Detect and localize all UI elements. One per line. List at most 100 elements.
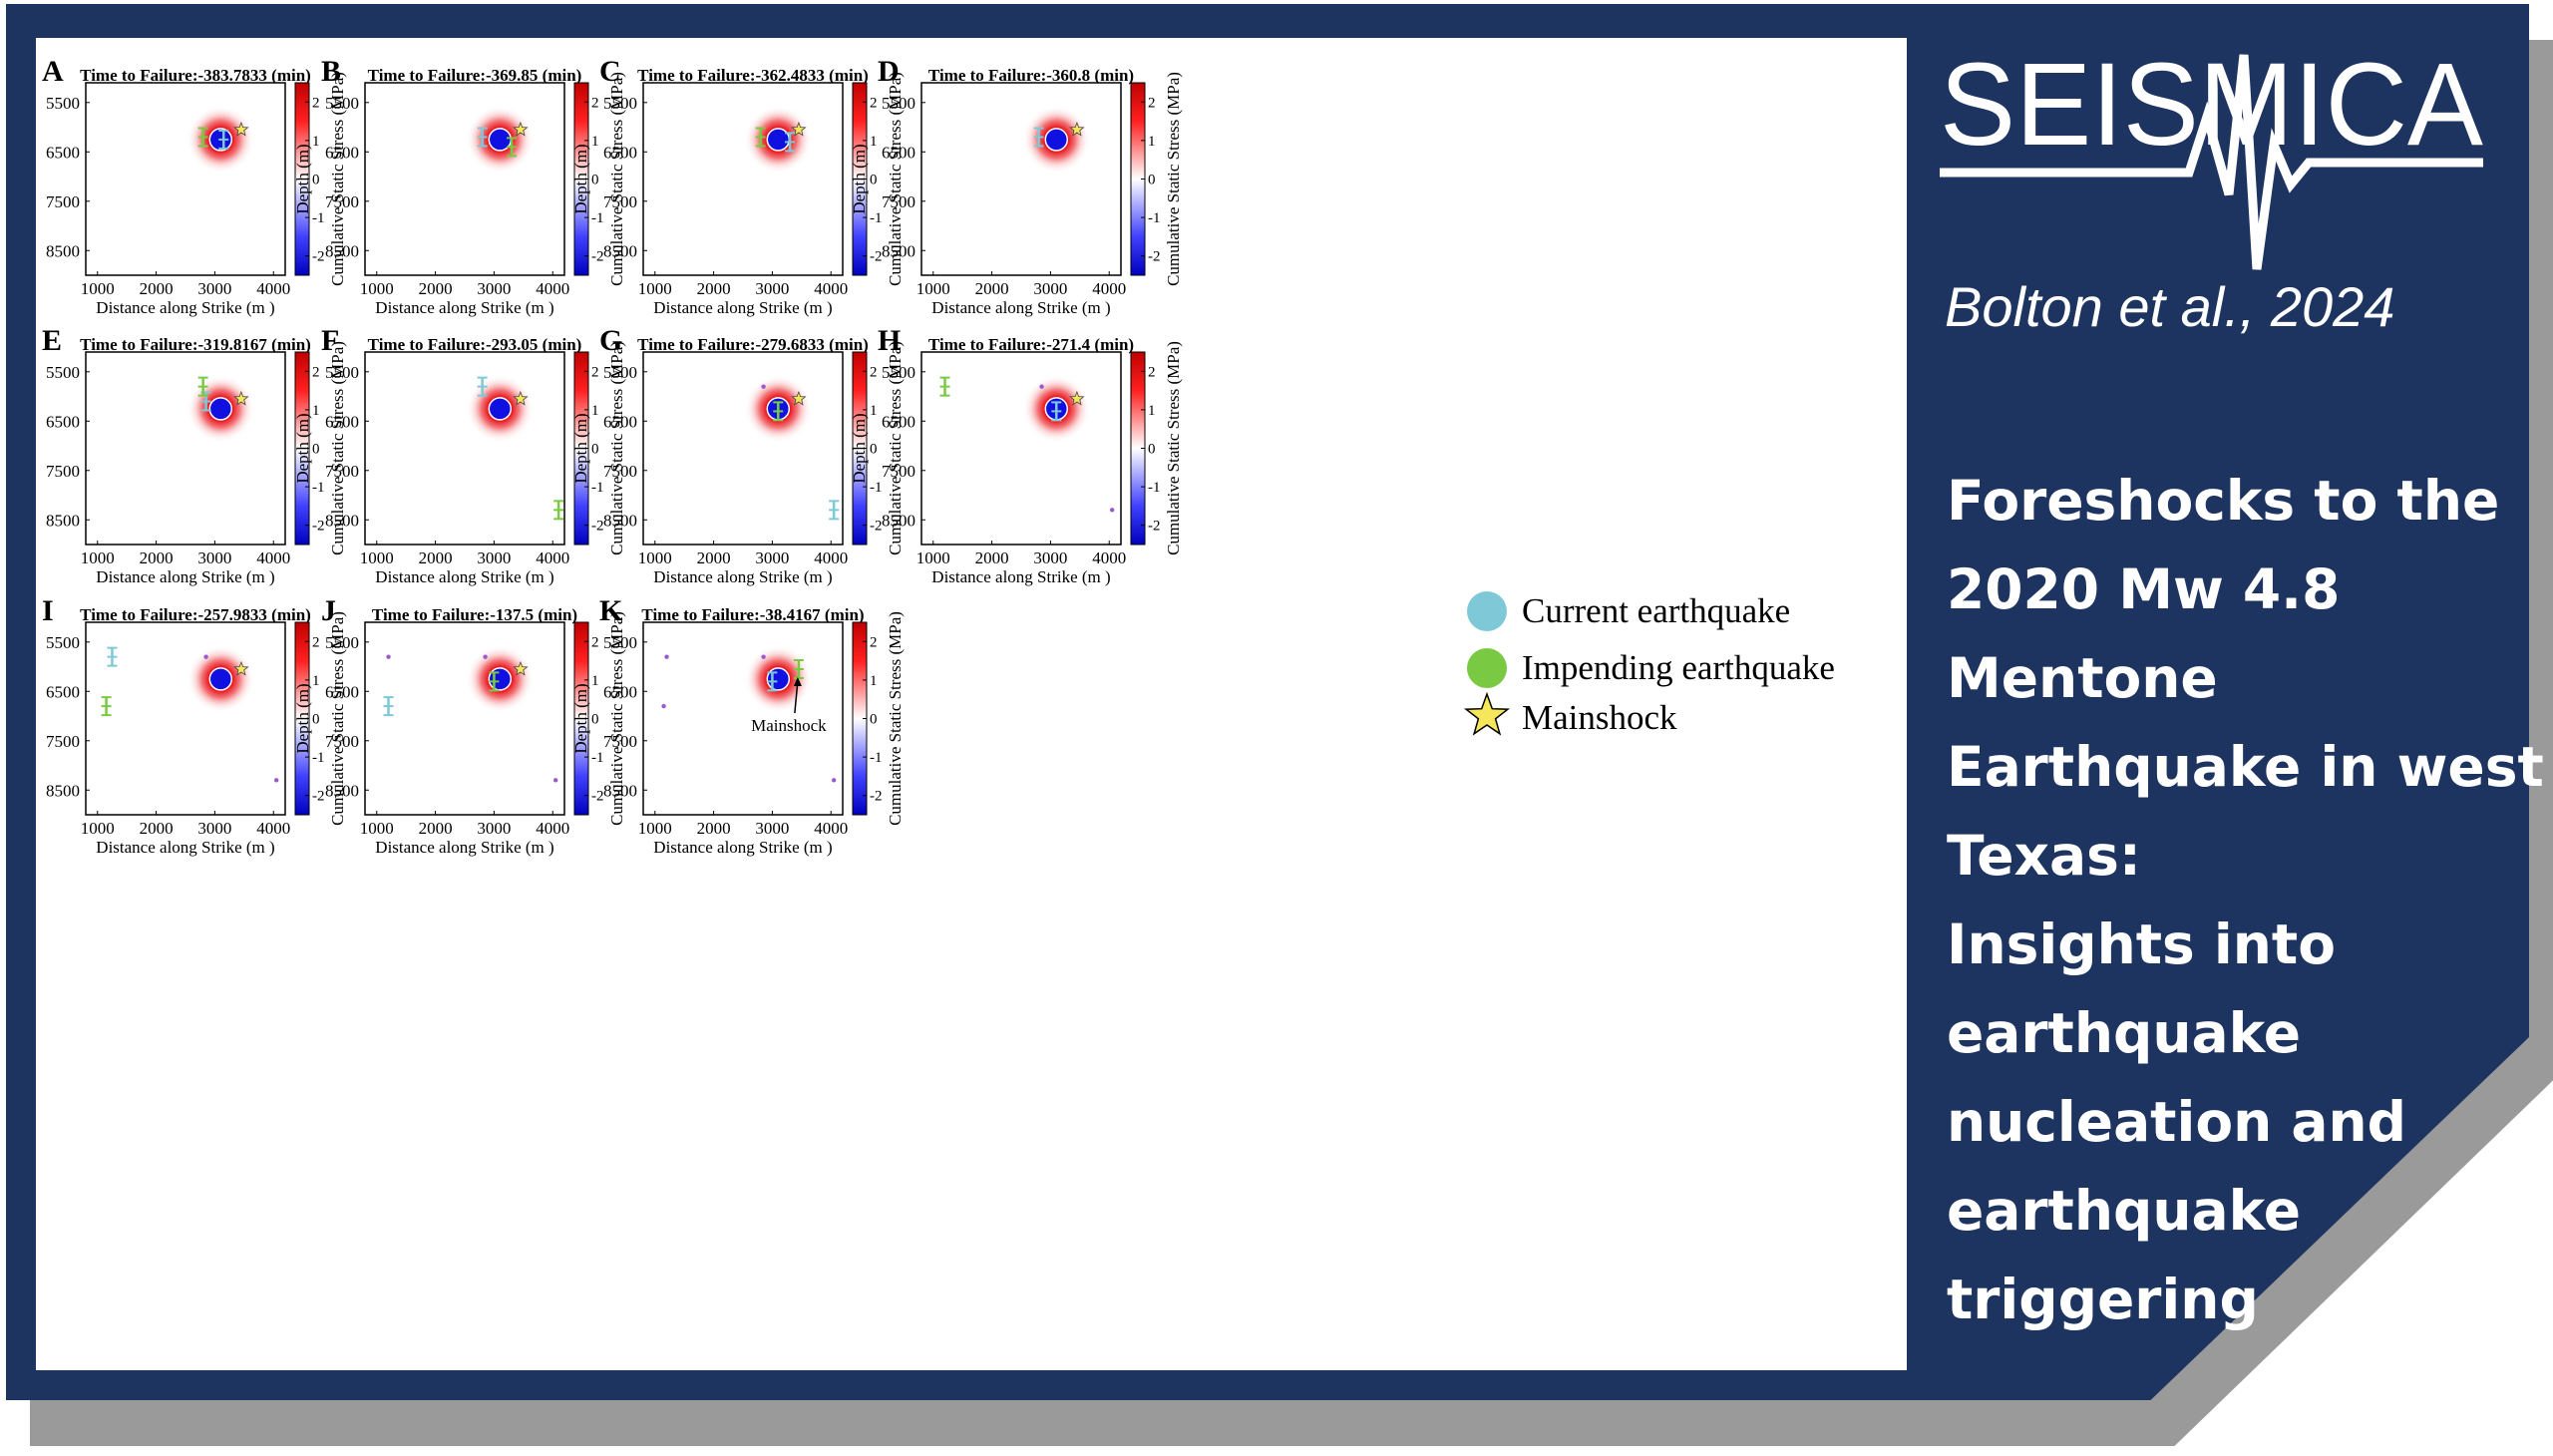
paper-title-line: Texas: <box>1947 824 2141 888</box>
colorbar-tick-label: -2 <box>312 519 325 535</box>
plot-frame <box>642 351 844 546</box>
seismogram-trace-icon <box>1940 54 2483 270</box>
y-tick-label: 6500 <box>46 412 80 431</box>
panel-letter: D <box>878 55 900 88</box>
y-axis-label: Depth (m) <box>293 683 312 753</box>
impending-earthquake-marker <box>755 127 766 148</box>
rupture-patch <box>488 397 513 421</box>
x-tick-label: 1000 <box>81 819 115 838</box>
colorbar-label: Cumulative Static Stress (MPa) <box>328 72 347 286</box>
colorbar-tick-label: -1 <box>591 750 604 766</box>
mainshock-star <box>791 390 807 406</box>
panel-title: Time to Failure:-137.5 (min) <box>372 605 577 624</box>
colorbar-tick-label: 1 <box>870 673 878 689</box>
y-tick-label: 8500 <box>46 781 80 800</box>
panel-e: E Time to Failure:-319.8167 (min)5500 6500… <box>14 324 347 586</box>
legend-item: Impending earthquake <box>1467 648 1835 688</box>
x-tick-label: 3000 <box>477 548 511 567</box>
paper-title-line: nucleation and <box>1947 1090 2407 1154</box>
paper-title-line: earthquake <box>1947 1001 2302 1065</box>
current-earthquake-marker <box>107 646 118 667</box>
colorbar-label: Cumulative Static Stress (MPa) <box>1164 72 1183 286</box>
colorbar-tick-label: 0 <box>1148 442 1156 458</box>
x-axis-label: Distance along Strike (m ) <box>96 567 274 586</box>
y-tick-label: 7500 <box>325 462 359 481</box>
x-tick-label: 2000 <box>975 279 1009 298</box>
panel-title: Time to Failure:-383.7833 (min) <box>80 66 311 85</box>
y-tick-label: 8500 <box>882 511 915 530</box>
panel-letter: E <box>42 324 62 357</box>
colorbar-tick-label: 2 <box>591 364 599 380</box>
mainshock-star <box>513 390 529 406</box>
x-tick-label: 2000 <box>419 279 453 298</box>
colorbar-tick-label: -2 <box>591 519 604 535</box>
colorbar-tick-label: 1 <box>591 403 599 419</box>
colorbar-tick-label: 0 <box>312 173 320 188</box>
plot-frame <box>642 82 844 276</box>
y-tick-label: 7500 <box>882 462 915 481</box>
colorbar-tick-label: -1 <box>312 750 325 766</box>
impending-earthquake-marker <box>553 500 564 521</box>
rupture-patch <box>488 667 513 691</box>
arrow-head-icon <box>793 677 802 687</box>
panel-letter: F <box>321 324 339 357</box>
mainshock-star <box>233 121 249 137</box>
paper-title: Foreshocks to the 2020 Mw 4.8 Mentone Earth… <box>1947 457 2544 1344</box>
paper-title-line: triggering <box>1947 1268 2259 1331</box>
impending-earthquake-marker <box>793 659 804 680</box>
colorbar-tick-label: -2 <box>312 789 325 805</box>
panel-title: Time to Failure:-360.8 (min) <box>928 66 1134 85</box>
colorbar-tick-label: 2 <box>1148 364 1156 380</box>
panel-title: Time to Failure:-319.8167 (min) <box>80 335 311 354</box>
y-tick-label: 8500 <box>325 241 359 260</box>
panel-title: Time to Failure:-293.05 (min) <box>368 335 582 354</box>
colorbar-tick-label: 0 <box>312 712 320 728</box>
x-tick-label: 1000 <box>638 548 672 567</box>
panel-g: G Time to Failure:-279.6833 (min)5500 6500… <box>571 324 905 586</box>
colorbar-label: Cumulative Static Stress (MPa) <box>328 341 347 555</box>
rupture-patch <box>766 667 791 691</box>
rupture-patch <box>208 397 233 421</box>
colorbar-tick-label: 0 <box>591 712 599 728</box>
legend-item: Mainshock <box>1464 691 1677 737</box>
minor-event <box>661 703 666 709</box>
x-tick-label: 4000 <box>256 548 290 567</box>
x-tick-label: 1000 <box>360 279 394 298</box>
legend-label: Impending earthquake <box>1522 648 1835 687</box>
y-tick-label: 8500 <box>325 511 359 530</box>
colorbar-tick-label: -2 <box>870 519 883 535</box>
plot-frame <box>642 621 844 816</box>
y-tick-label: 5500 <box>882 363 915 382</box>
x-tick-label: 4000 <box>536 819 569 838</box>
x-tick-label: 4000 <box>536 279 569 298</box>
minor-event <box>203 654 208 659</box>
impending-earthquake-marker <box>773 401 784 422</box>
y-axis-label: Depth (m) <box>293 413 312 483</box>
y-tick-label: 5500 <box>603 363 637 382</box>
panel-letter: C <box>599 55 621 88</box>
x-tick-label: 2000 <box>975 548 1009 567</box>
y-tick-label: 8500 <box>46 241 80 260</box>
colorbar-tick-label: 1 <box>1148 134 1156 150</box>
colorbar-tick-label: 2 <box>312 634 320 650</box>
panel-letter: G <box>599 324 622 357</box>
colorbar-tick-label: 0 <box>591 173 599 188</box>
x-axis-label: Distance along Strike (m ) <box>375 838 553 857</box>
colorbar-tick-label: 1 <box>870 134 878 150</box>
citation: Bolton et al., 2024 <box>1945 275 2395 338</box>
y-tick-label: 7500 <box>46 732 80 751</box>
legend-label: Mainshock <box>1522 698 1677 737</box>
colorbar-tick-label: 0 <box>870 712 878 728</box>
mainshock-star <box>791 121 807 137</box>
colorbar-tick-label: 0 <box>312 442 320 458</box>
x-tick-label: 3000 <box>477 279 511 298</box>
minor-event <box>831 778 837 783</box>
x-tick-label: 3000 <box>1033 279 1067 298</box>
panel-k: K Time to Failure:-38.4167 (min) Mainshock… <box>571 594 905 857</box>
x-tick-label: 4000 <box>814 279 848 298</box>
y-tick-label: 6500 <box>325 143 359 162</box>
y-tick-label: 6500 <box>882 143 915 162</box>
y-tick-label: 6500 <box>325 412 359 431</box>
x-tick-label: 2000 <box>697 819 731 838</box>
colorbar-label: Cumulative Static Stress (MPa) <box>607 72 626 286</box>
